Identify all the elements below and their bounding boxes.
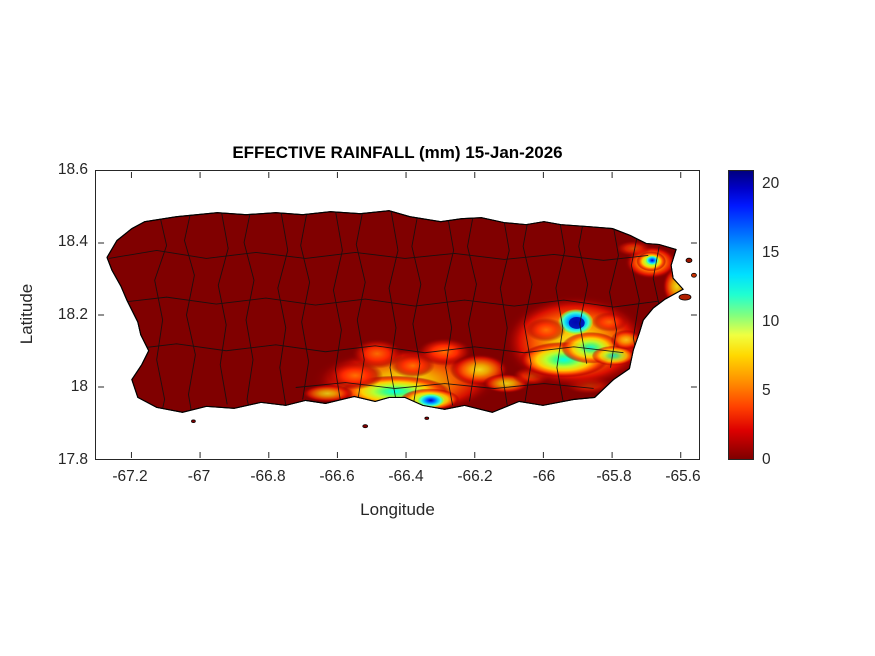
x-tick-label: -66.6 <box>319 468 355 485</box>
colorbar-tick-label: 20 <box>762 175 780 192</box>
x-tick-label: -66.8 <box>250 468 286 485</box>
puerto-rico-rainfall-map <box>98 171 697 459</box>
x-tick-label: -67.2 <box>112 468 148 485</box>
y-tick-label: 18.6 <box>57 161 88 178</box>
colorbar-tick-label: 5 <box>762 382 771 399</box>
offshore-islets <box>191 257 697 429</box>
colorbar-tick-label: 15 <box>762 244 780 261</box>
x-tick-label: -66 <box>532 468 556 485</box>
y-tick-label: 18.2 <box>57 306 88 323</box>
x-tick-label: -65.8 <box>596 468 632 485</box>
x-tick-label: -66.4 <box>388 468 424 485</box>
y-tick-label: 17.8 <box>57 451 88 468</box>
coastline <box>106 210 684 413</box>
x-axis-label: Longitude <box>360 500 435 519</box>
colorbar-tick-label: 10 <box>762 313 780 330</box>
colorbar-tick-label: 0 <box>762 451 771 468</box>
x-tick-label: -67 <box>187 468 211 485</box>
x-tick-label: -66.2 <box>457 468 493 485</box>
x-tick-label: -65.6 <box>665 468 701 485</box>
plot-area <box>95 170 700 460</box>
y-tick-label: 18 <box>70 378 88 395</box>
chart-title: EFFECTIVE RAINFALL (mm) 15-Jan-2026 <box>232 143 563 162</box>
colorbar <box>728 170 754 460</box>
y-tick-label: 18.4 <box>57 233 88 250</box>
municipality-boundaries <box>108 210 661 413</box>
axis-ticks <box>98 171 697 459</box>
